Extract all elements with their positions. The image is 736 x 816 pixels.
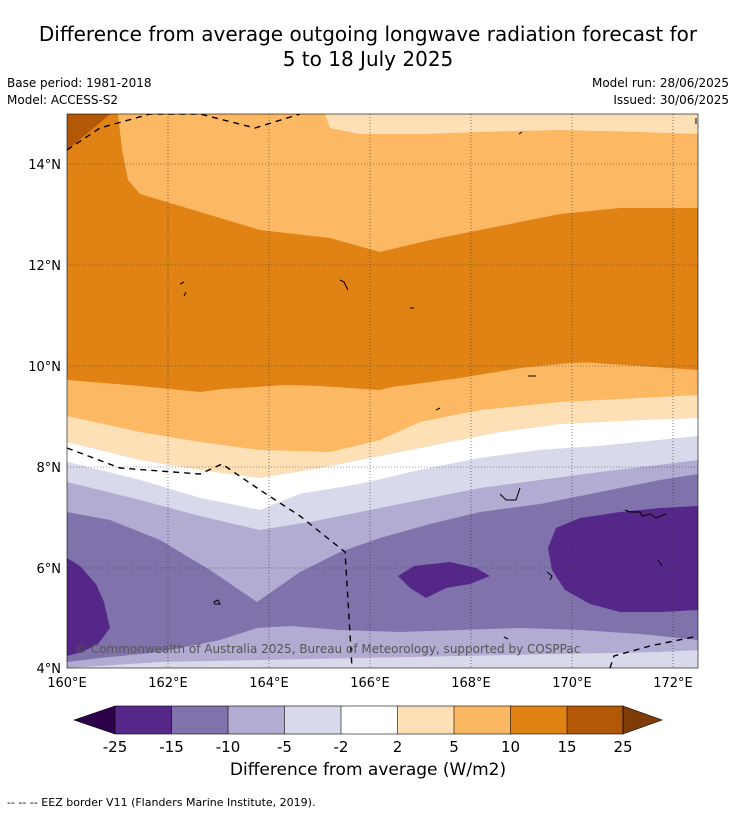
colorbar-swatch (454, 706, 511, 734)
colorbar-tick: -15 (159, 738, 184, 756)
colorbar-swatch (228, 706, 285, 734)
islands (179, 118, 697, 640)
lon-label: 160°E (47, 676, 87, 691)
eez-borders (67, 114, 698, 668)
field-white-neutral (67, 418, 698, 510)
contour-fields (67, 114, 698, 668)
lon-label: 166°E (350, 676, 390, 691)
colorbar-swatch (510, 706, 567, 734)
colorbar-swatch (397, 706, 454, 734)
colorbar-label: Difference from average (W/m2) (229, 760, 507, 780)
meta-left: Base period: 1981-2018 Model: ACCESS-S2 (7, 75, 152, 109)
eez-border-west (67, 447, 353, 668)
title-line-1: Difference from average outgoing longwav… (38, 22, 698, 46)
field-very-light-purple (67, 436, 698, 530)
issued-date: Issued: 30/06/2025 (613, 93, 729, 107)
colorbar-tick: -5 (277, 738, 292, 756)
colorbar-tick: -2 (334, 738, 349, 756)
colorbar: -25 -15 -10 -5 -2 2 5 10 15 25 (73, 705, 663, 756)
lon-label: 162°E (148, 676, 188, 691)
title-line-2: 5 to 18 July 2025 (282, 47, 454, 71)
map-frame (66, 113, 699, 669)
colorbar-tick: 2 (393, 738, 403, 756)
colorbar-swatch (284, 706, 341, 734)
colorbar-tick: -25 (103, 738, 128, 756)
lon-labels: 160°E 162°E 164°E 166°E 168°E 170°E 172°… (47, 676, 693, 691)
field-pale-orange-mid (67, 395, 698, 478)
lat-labels: 14°N 12°N 10°N 8°N 6°N 4°N (28, 158, 61, 677)
meta-right: Model run: 28/06/2025 Issued: 30/06/2025 (592, 75, 729, 109)
field-dark-purple-east (548, 506, 698, 612)
colorbar-tick: 10 (501, 738, 520, 756)
colorbar-swatch (171, 706, 228, 734)
lon-label: 168°E (451, 676, 491, 691)
lat-label: 6°N (37, 562, 62, 577)
copyright-text: © Commonwealth of Australia 2025, Bureau… (75, 642, 580, 656)
lat-label: 10°N (28, 360, 61, 375)
chart-title: Difference from average outgoing longwav… (0, 22, 736, 72)
lon-label: 170°E (552, 676, 592, 691)
colorbar-upper-extension (622, 705, 663, 735)
lat-label: 14°N (28, 158, 61, 173)
colorbar-ticks: -25 -15 -10 -5 -2 2 5 10 15 25 (103, 738, 633, 756)
eez-border-north (67, 114, 301, 151)
colorbar-lower-extension (73, 705, 116, 735)
field-light-purple-south (67, 650, 698, 668)
base-period: Base period: 1981-2018 (7, 76, 152, 90)
field-darkest-orange-nw (67, 114, 110, 150)
lat-label: 12°N (28, 259, 61, 274)
graticule (67, 114, 698, 668)
lon-label: 172°E (653, 676, 693, 691)
colorbar-swatch (567, 706, 623, 734)
field-pale-orange-top (325, 114, 698, 134)
field-orange-belt (67, 362, 698, 460)
colorbar-tick: -10 (216, 738, 241, 756)
colorbar-tick: 15 (557, 738, 576, 756)
colorbar-swatch (115, 706, 172, 734)
lat-label: 8°N (37, 461, 62, 476)
lat-label: 4°N (37, 662, 62, 677)
eez-legend: -- -- -- EEZ border V11 (Flanders Marine… (7, 796, 316, 809)
colorbar-swatch (341, 706, 398, 734)
model-run: Model run: 28/06/2025 (591, 76, 729, 90)
lon-label: 164°E (249, 676, 289, 691)
field-dark-purple-center (398, 562, 490, 598)
model-name: Model: ACCESS-S2 (7, 93, 119, 107)
field-dark-purple-west (67, 558, 110, 656)
field-orange-top (118, 114, 698, 252)
colorbar-tick: 25 (613, 738, 632, 756)
colorbar-frame (114, 705, 624, 735)
colorbar-tick: 5 (449, 738, 459, 756)
